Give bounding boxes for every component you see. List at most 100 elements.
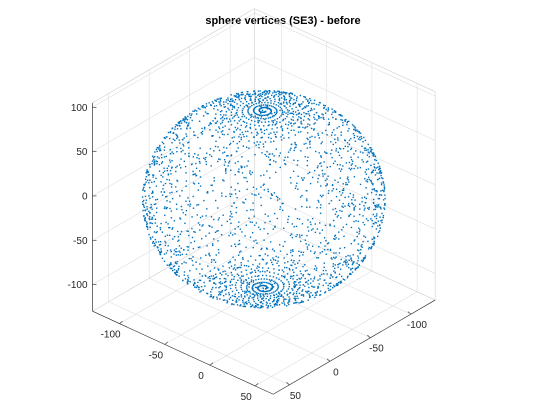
data-point	[152, 241, 155, 243]
data-point	[225, 117, 228, 120]
data-point	[321, 229, 324, 231]
data-point	[178, 245, 181, 247]
data-point	[348, 139, 351, 142]
data-point	[353, 167, 355, 170]
data-point	[354, 140, 357, 143]
data-point	[373, 187, 375, 190]
data-point	[162, 176, 164, 178]
data-point	[265, 263, 267, 265]
data-point	[261, 282, 263, 284]
data-point	[259, 141, 261, 143]
data-point	[192, 264, 194, 266]
data-point	[342, 183, 344, 185]
data-point	[236, 103, 238, 105]
data-point	[343, 189, 345, 192]
data-point	[306, 248, 309, 250]
data-point	[147, 174, 150, 176]
data-point	[278, 90, 280, 93]
data-point	[289, 105, 291, 107]
data-point	[221, 133, 224, 135]
data-point	[185, 172, 187, 174]
data-point	[214, 199, 217, 202]
data-point	[247, 283, 249, 285]
data-point	[253, 107, 256, 110]
data-point	[248, 283, 251, 286]
data-point	[289, 176, 292, 179]
data-point	[146, 225, 148, 228]
data-point	[345, 182, 347, 184]
data-point	[203, 126, 206, 129]
data-point	[276, 301, 278, 304]
data-point	[245, 125, 248, 127]
data-point	[255, 188, 258, 190]
data-point	[311, 294, 314, 297]
data-point	[292, 110, 295, 113]
data-point	[266, 150, 268, 153]
data-point	[302, 126, 304, 129]
data-point	[373, 153, 375, 155]
data-point	[214, 283, 217, 285]
data-point	[324, 179, 327, 182]
data-point	[192, 110, 194, 112]
data-point	[335, 276, 337, 279]
data-point	[259, 290, 262, 292]
data-point	[309, 146, 311, 149]
data-point	[193, 134, 195, 136]
data-point	[258, 266, 260, 268]
data-point	[291, 92, 293, 95]
data-point	[358, 231, 361, 233]
data-point	[271, 279, 273, 282]
data-point	[241, 166, 243, 168]
data-point	[227, 165, 229, 167]
data-point	[335, 195, 338, 198]
data-point	[194, 286, 196, 288]
data-point	[222, 119, 224, 122]
data-point	[269, 289, 272, 291]
data-point	[307, 226, 309, 228]
data-point	[175, 262, 177, 264]
data-point	[313, 113, 315, 116]
data-point	[272, 228, 275, 230]
data-point	[228, 234, 230, 237]
data-point	[156, 160, 159, 163]
data-point	[260, 107, 263, 109]
data-point	[340, 281, 342, 284]
data-point	[343, 246, 346, 249]
data-point	[242, 201, 244, 203]
data-point	[277, 95, 280, 98]
data-point	[235, 92, 238, 95]
data-point	[373, 166, 376, 168]
data-point	[148, 173, 150, 176]
data-point	[282, 271, 285, 273]
data-point	[193, 279, 195, 281]
data-point	[192, 207, 195, 209]
data-point	[346, 183, 349, 186]
data-point	[159, 150, 161, 152]
data-point	[338, 199, 341, 201]
data-point	[228, 267, 231, 269]
data-point	[305, 243, 307, 245]
y-tick-label: -100	[407, 320, 427, 331]
data-point	[339, 164, 341, 166]
data-point	[258, 101, 261, 103]
data-point	[221, 192, 223, 194]
data-point	[296, 119, 299, 121]
data-point	[338, 238, 340, 240]
data-point	[274, 225, 276, 228]
data-point	[307, 273, 309, 275]
data-point	[283, 137, 285, 139]
data-point	[244, 130, 247, 133]
data-point	[236, 150, 238, 153]
data-point	[367, 176, 370, 179]
data-point	[234, 243, 236, 245]
data-point	[338, 252, 341, 254]
data-point	[315, 292, 317, 294]
data-point	[317, 134, 320, 136]
data-point	[290, 182, 292, 184]
data-point	[317, 279, 319, 281]
data-point	[244, 95, 247, 97]
data-point	[179, 217, 181, 219]
data-point	[258, 125, 260, 127]
data-point	[254, 286, 257, 289]
data-point	[262, 104, 265, 106]
